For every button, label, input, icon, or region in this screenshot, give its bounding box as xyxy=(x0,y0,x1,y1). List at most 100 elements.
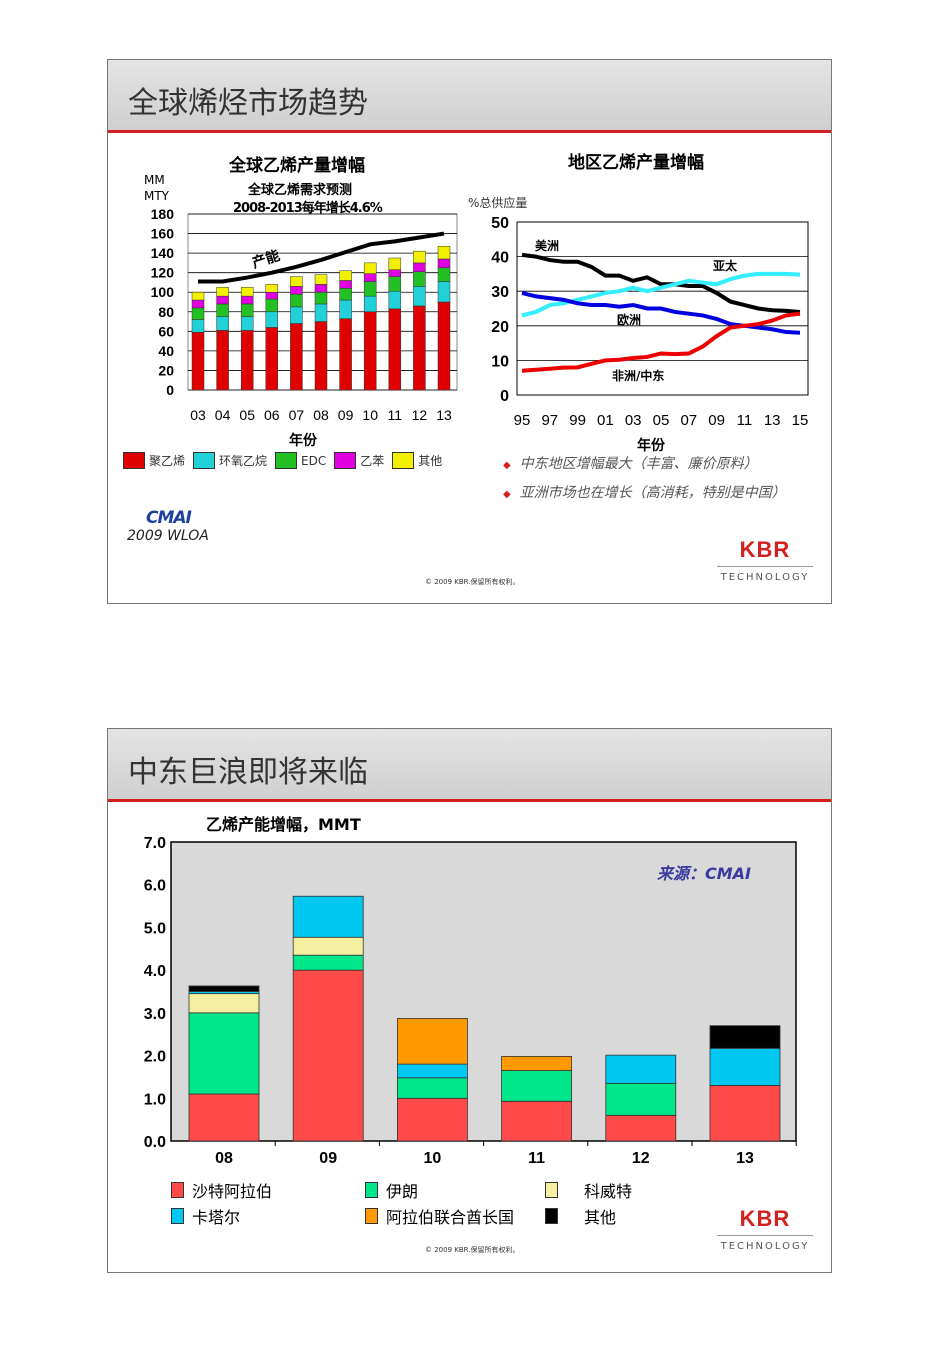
chart3-title: 乙烯产能增幅，MMT xyxy=(206,815,361,834)
y-tick-label: 5.0 xyxy=(144,920,166,937)
bar-segment-其他 xyxy=(265,284,279,293)
bar-segment-其他 xyxy=(314,274,328,285)
chart2-xlabel: 年份 xyxy=(637,438,665,454)
bar-segment-其他 xyxy=(290,276,303,287)
bar-segment-其他 xyxy=(188,985,260,992)
y-tick-label: 0.0 xyxy=(144,1134,166,1151)
x-tick-label: 11 xyxy=(388,407,403,423)
bar-segment-伊朗 xyxy=(605,1082,677,1116)
legend-item: 聚乙烯 xyxy=(123,452,185,469)
chart1-legend: 聚乙烯 环氧乙烷 EDC 乙苯 其他 xyxy=(123,452,450,469)
x-tick-label: 09 xyxy=(338,407,354,423)
chart1-subtitle: 全球乙烯需求预测 xyxy=(248,183,353,198)
y-tick-label: 180 xyxy=(151,206,175,222)
bar-segment-其他 xyxy=(437,246,451,260)
kbr-logo: KBR TECHNOLOGY xyxy=(717,1206,813,1252)
copyright: © 2009 KBR.保留所有权利。 xyxy=(425,1246,520,1254)
legend-item: 科威特 xyxy=(545,1178,632,1202)
y-tick-label: 50 xyxy=(491,215,509,232)
y-tick-label: 30 xyxy=(491,284,509,301)
series-label: 非洲/中东 xyxy=(612,368,664,383)
bar-segment-其他 xyxy=(216,287,229,297)
bar-segment-沙特阿拉伯 xyxy=(605,1114,677,1142)
bar-segment-阿拉伯联合酋长国 xyxy=(501,1056,573,1071)
x-tick-label: 10 xyxy=(424,1150,442,1167)
chart2-ylabel: %总供应量 xyxy=(468,196,528,210)
x-tick-label: 01 xyxy=(597,412,614,429)
x-tick-label: 95 xyxy=(514,412,531,429)
legend-item: 环氧乙烷 xyxy=(193,452,267,469)
series-line-非洲/中东 xyxy=(521,311,801,373)
x-tick-label: 15 xyxy=(792,412,809,429)
slide-header: 全球烯烃市场趋势 xyxy=(108,60,831,133)
bullet-1: ◆ 中东地区增幅最大（丰富、廉价原料） xyxy=(503,456,758,472)
x-tick-label: 13 xyxy=(436,407,452,423)
slide-header: 中东巨浪即将来临 xyxy=(108,729,831,802)
bar-segment-卡塔尔 xyxy=(396,1063,468,1079)
y-tick-label: 40 xyxy=(491,250,509,267)
series-line-欧洲 xyxy=(521,290,801,335)
bar-segment-沙特阿拉伯 xyxy=(396,1097,468,1142)
y-tick-label: 20 xyxy=(491,319,509,336)
y-tick-label: 100 xyxy=(151,284,175,300)
kbr-logo: KBR TECHNOLOGY xyxy=(717,537,813,583)
x-tick-label: 13 xyxy=(736,1150,754,1167)
x-tick-label: 09 xyxy=(708,412,725,429)
source-text: 2009 WLOA xyxy=(127,528,209,544)
y-tick-label: 160 xyxy=(151,226,175,242)
bar-segment-其他 xyxy=(363,262,377,274)
bar-segment-沙特阿拉伯 xyxy=(501,1100,573,1142)
chart1-ylabel: MM MTY xyxy=(144,173,170,203)
x-tick-label: 08 xyxy=(313,407,329,423)
y-tick-label: 120 xyxy=(151,265,175,281)
x-tick-label: 04 xyxy=(215,407,231,423)
chart1-subtitle2: 2008-2013每年增长4.6% xyxy=(233,201,383,216)
series-line-美洲 xyxy=(521,252,801,314)
bar-segment-其他 xyxy=(413,250,426,264)
x-tick-label: 12 xyxy=(412,407,428,423)
bar-segment-伊朗 xyxy=(188,1012,260,1095)
legend-item: 伊朗 xyxy=(365,1178,418,1202)
x-tick-label: 07 xyxy=(289,407,305,423)
bar-segment-其他 xyxy=(191,291,205,301)
x-tick-label: 03 xyxy=(625,412,642,429)
legend-item: 乙苯 xyxy=(334,452,384,469)
bar-segment-科威特 xyxy=(188,993,260,1014)
x-tick-label: 05 xyxy=(653,412,670,429)
bar-segment-沙特阿拉伯 xyxy=(188,1093,260,1142)
slide-title: 全球烯烃市场趋势 xyxy=(128,86,368,121)
x-tick-label: 12 xyxy=(632,1150,650,1167)
copyright: © 2009 KBR.保留所有权利。 xyxy=(425,578,520,586)
y-tick-label: 3.0 xyxy=(144,1006,166,1023)
x-tick-label: 11 xyxy=(737,412,753,429)
bar-segment-其他 xyxy=(240,287,254,297)
y-tick-label: 40 xyxy=(158,343,174,359)
legend-item: 沙特阿拉伯 xyxy=(171,1178,272,1202)
legend-item: 卡塔尔 xyxy=(171,1204,240,1228)
chart1-xlabel: 年份 xyxy=(289,433,317,449)
bar-segment-卡塔尔 xyxy=(605,1054,677,1084)
x-tick-label: 97 xyxy=(541,412,558,429)
bar-segment-沙特阿拉伯 xyxy=(709,1085,781,1142)
x-tick-label: 09 xyxy=(319,1150,337,1167)
slide-title: 中东巨浪即将来临 xyxy=(128,755,368,790)
x-tick-label: 13 xyxy=(764,412,781,429)
bar-segment-其他 xyxy=(339,270,352,281)
bar-segment-科威特 xyxy=(292,936,364,956)
bar-segment-其他 xyxy=(388,257,402,270)
y-tick-label: 4.0 xyxy=(144,963,166,980)
x-tick-label: 07 xyxy=(680,412,697,429)
y-tick-label: 6.0 xyxy=(144,878,166,895)
bullet-2: ◆ 亚洲市场也在增长（高消耗，特别是中国） xyxy=(503,485,786,501)
x-tick-label: 08 xyxy=(215,1150,233,1167)
x-tick-label: 11 xyxy=(528,1150,545,1167)
source-label: 来源：CMAI xyxy=(657,864,752,883)
y-tick-label: 10 xyxy=(491,353,509,370)
y-tick-label: 80 xyxy=(158,304,174,320)
y-tick-label: 60 xyxy=(158,323,174,339)
plot-area xyxy=(170,841,797,1142)
y-tick-label: 2.0 xyxy=(144,1049,166,1066)
